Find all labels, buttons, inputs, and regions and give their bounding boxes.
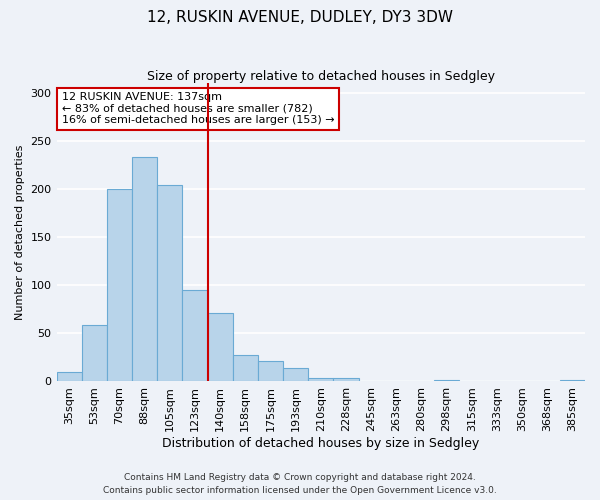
Bar xyxy=(308,378,334,382)
Bar xyxy=(208,313,233,382)
Bar xyxy=(157,185,182,382)
Bar xyxy=(82,324,107,382)
Bar xyxy=(560,380,585,382)
Bar xyxy=(107,189,132,382)
Text: Contains HM Land Registry data © Crown copyright and database right 2024.
Contai: Contains HM Land Registry data © Crown c… xyxy=(103,473,497,495)
Y-axis label: Number of detached properties: Number of detached properties xyxy=(15,144,25,320)
Bar xyxy=(283,368,308,382)
Text: 12 RUSKIN AVENUE: 137sqm
← 83% of detached houses are smaller (782)
16% of semi-: 12 RUSKIN AVENUE: 137sqm ← 83% of detach… xyxy=(62,92,334,125)
Bar xyxy=(132,157,157,382)
Text: 12, RUSKIN AVENUE, DUDLEY, DY3 3DW: 12, RUSKIN AVENUE, DUDLEY, DY3 3DW xyxy=(147,10,453,25)
Bar xyxy=(334,378,359,382)
Bar xyxy=(233,356,258,382)
Bar xyxy=(434,380,459,382)
Bar xyxy=(56,372,82,382)
Bar xyxy=(182,290,208,382)
Bar xyxy=(258,361,283,382)
X-axis label: Distribution of detached houses by size in Sedgley: Distribution of detached houses by size … xyxy=(162,437,479,450)
Title: Size of property relative to detached houses in Sedgley: Size of property relative to detached ho… xyxy=(147,70,495,83)
